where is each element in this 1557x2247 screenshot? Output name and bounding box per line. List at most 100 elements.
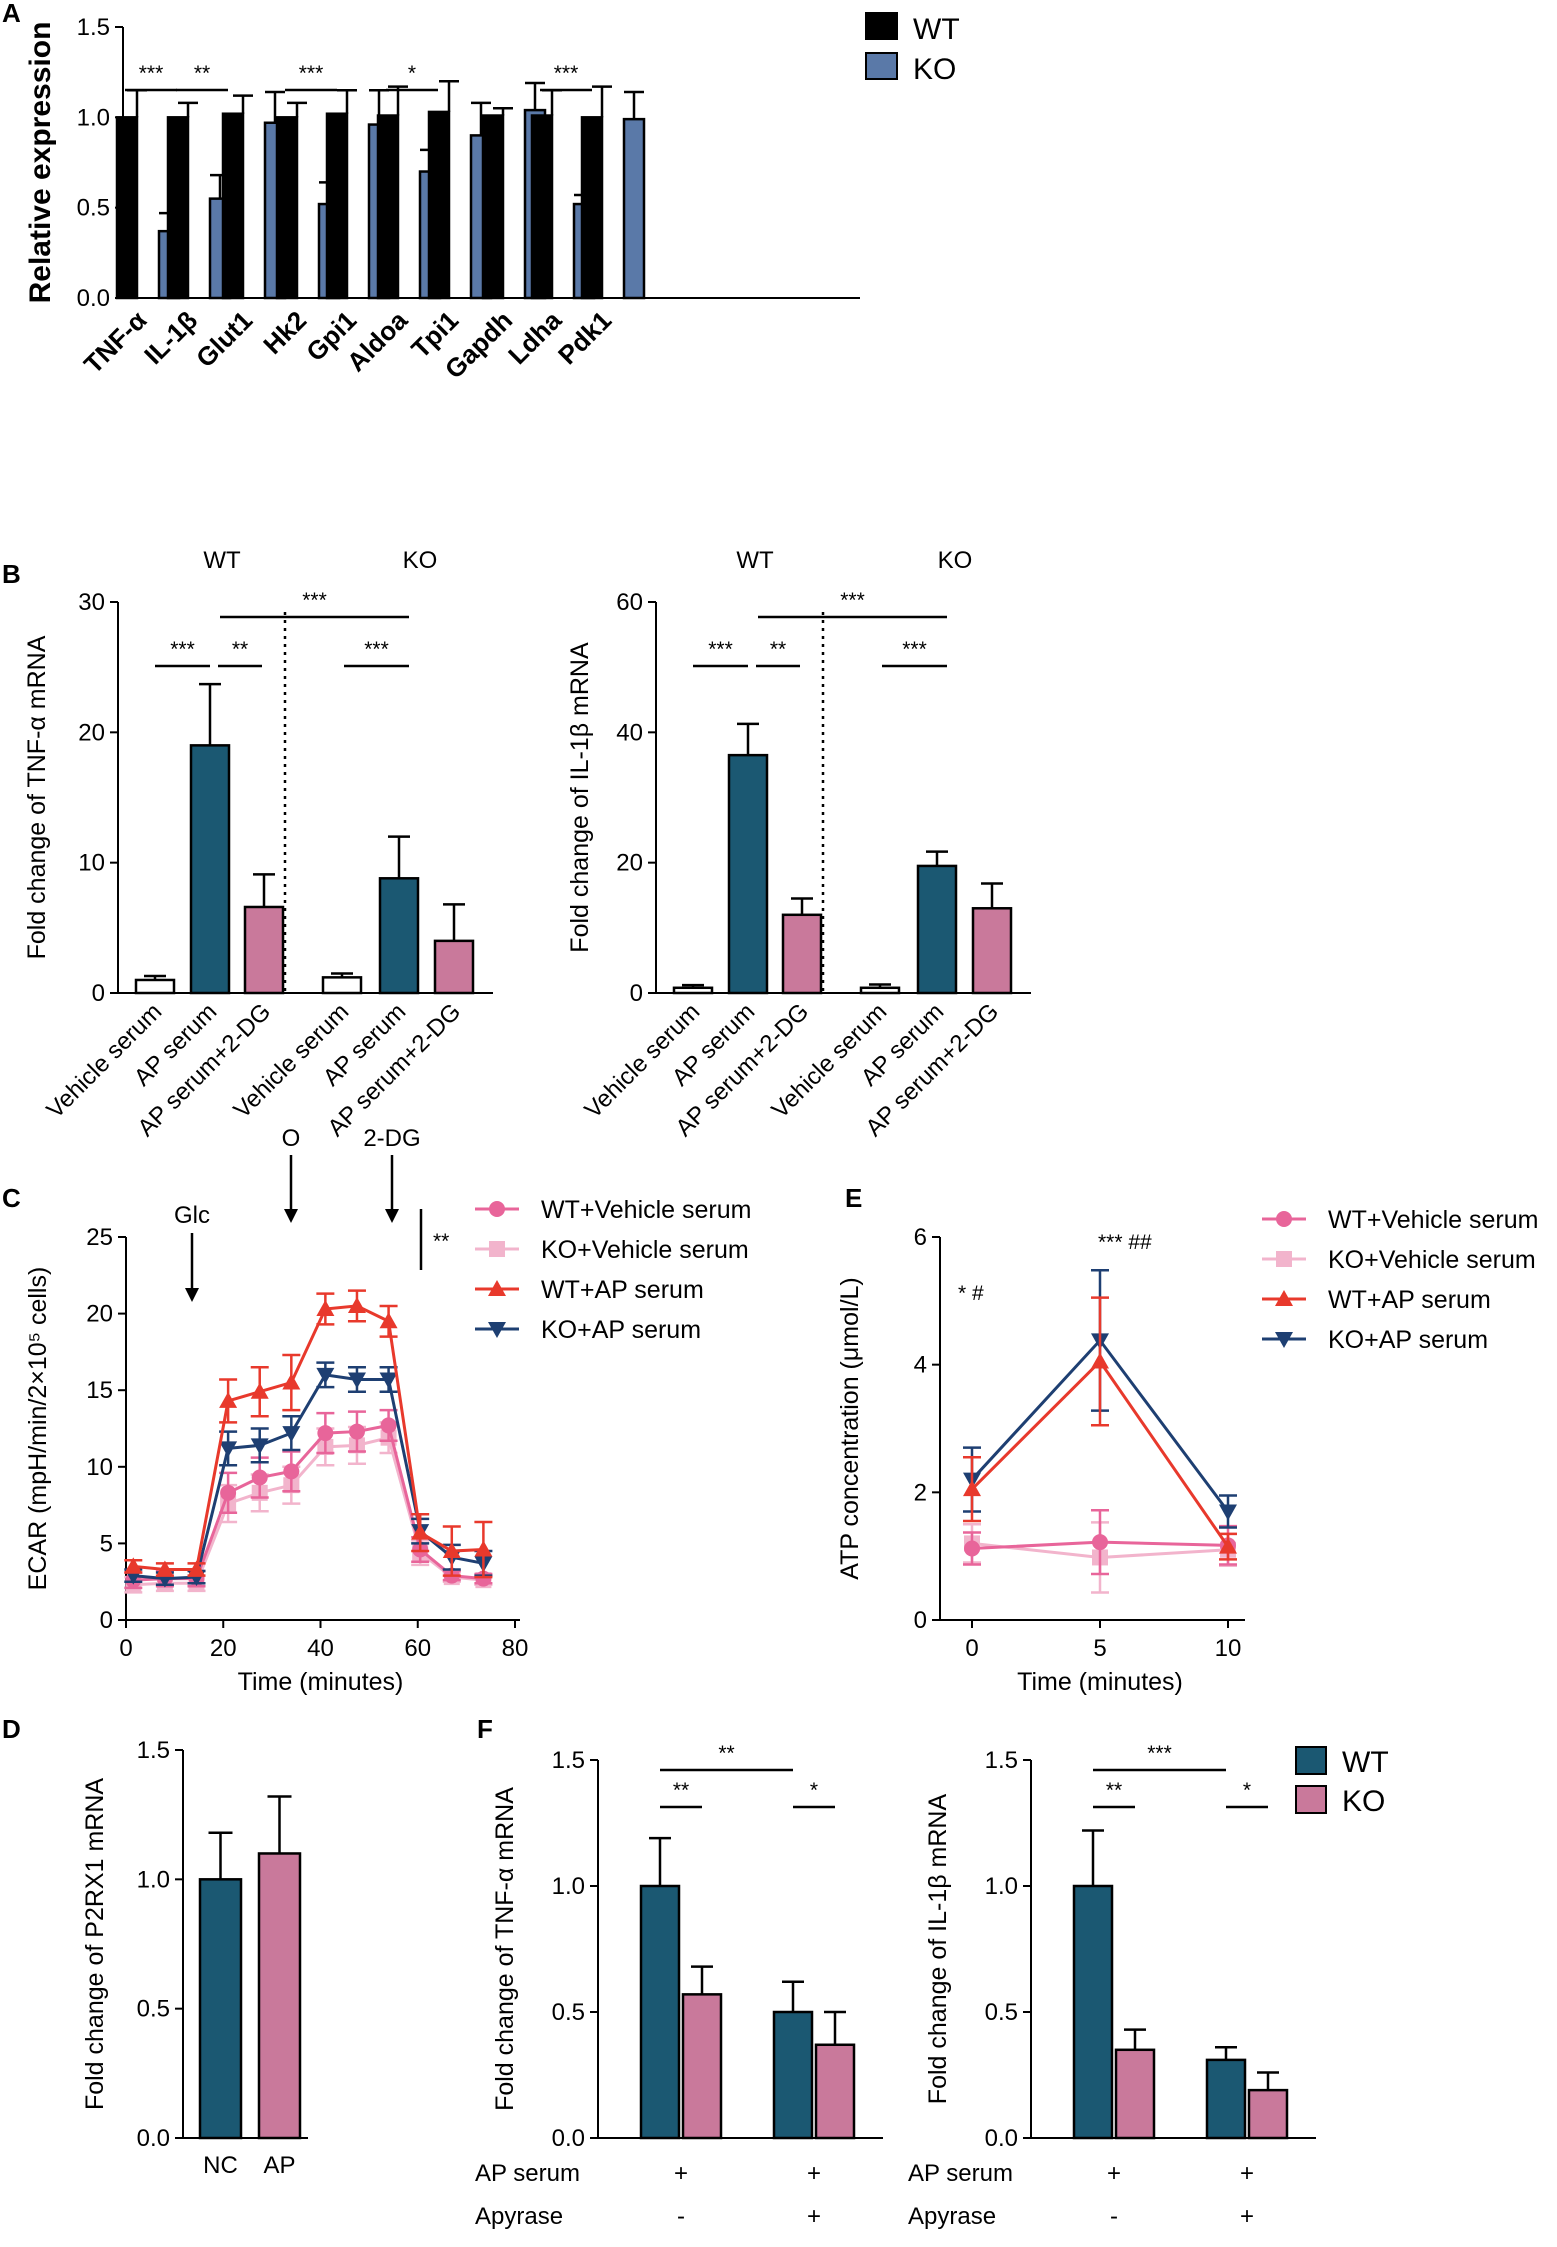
chart-b-right-y-tick-label: 20 [616, 850, 643, 877]
chart-c-point-2 [316, 1300, 335, 1317]
chart-c-point-2 [155, 1560, 174, 1577]
panel-letter-b: B [2, 559, 21, 589]
chart-b-right-1-bar [727, 753, 769, 995]
chart-d-y-tick-label: 1.0 [137, 1866, 170, 1893]
legend-e-label-1: KO+Vehicle serum [1328, 1246, 1536, 1274]
chart-a-y-tick-label: 0.5 [77, 195, 110, 222]
annotation-c-glc: Glc [174, 1202, 210, 1229]
chart-d-y-axis-title: Fold change of P2RX1 mRNA [81, 1778, 109, 2110]
chart-c-point-2 [124, 1557, 143, 1574]
legend-e-marker-1 [1276, 1251, 1292, 1267]
chart-c-point-2 [474, 1540, 493, 1557]
chart-a-y-axis-title: Relative expression [24, 22, 57, 304]
chart-c-point-3 [282, 1426, 301, 1443]
chart-c-series-line-0 [133, 1423, 484, 1582]
chart-c-point-3 [219, 1441, 238, 1458]
chart-b-left-5-bar [433, 939, 475, 995]
chart-e-point-2 [963, 1480, 981, 1497]
annotation-c-2dg: 2-DG [363, 1125, 420, 1152]
chart-f-right-sig-label: ** [1106, 1779, 1122, 1802]
chart-f-right-wt-bar [1072, 1884, 1114, 2140]
chart-b-left-y-tick-label: 10 [78, 850, 105, 877]
chart-b-right-y-axis-title: Fold change of IL-1β mRNA [566, 642, 594, 953]
chart-a-sig-label: *** [139, 62, 164, 85]
chart-b-left-y-axis-title: Fold change of TNF-α mRNA [23, 635, 51, 959]
chart-e-y-tick-label: 6 [914, 1224, 927, 1251]
chart-c-y-tick-label: 20 [86, 1301, 113, 1328]
chart-f-left-wt-bar [639, 1884, 681, 2140]
chart-f-left-sig-label: * [810, 1779, 818, 1802]
annotation-e-t5: *** ## [1098, 1231, 1152, 1254]
chart-e-point-2 [1219, 1537, 1237, 1554]
b-right-group-ko: KO [938, 547, 973, 574]
chart-c-point-0 [348, 1423, 365, 1440]
chart-a-x-label: TNF-α [78, 305, 152, 379]
chart-f-left-y-tick-label: 1.0 [552, 1873, 585, 1900]
chart-f-left-sig-label: ** [673, 1779, 689, 1802]
chart-e-point-0 [964, 1540, 980, 1557]
chart-f-left-y-tick-label: 0.5 [552, 1999, 585, 2026]
legend-e-marker-0 [1276, 1211, 1292, 1227]
chart-f-right-y-tick-label: 0.5 [985, 1999, 1018, 2026]
chart-f-right-ap-serum-sign: + [1240, 2160, 1254, 2187]
b-left-group-ko: KO [403, 547, 438, 574]
chart-b-left-sig-label: *** [364, 638, 389, 661]
chart-d-1-bar [257, 1852, 302, 2140]
chart-a-wt-bar [427, 110, 451, 300]
legend-a-ko-swatch [865, 52, 898, 80]
chart-e-x-tick-label: 5 [1093, 1635, 1106, 1662]
chart-b-left-4-bar [378, 877, 420, 995]
chart-f-right-ap-serum-sign: + [1107, 2160, 1121, 2187]
chart-b-right-3-bar [859, 986, 901, 995]
chart-c-x-tick-label: 0 [119, 1635, 132, 1662]
chart-e-y-axis-title: ATP concentration (μmol/L) [836, 1277, 864, 1580]
chart-f-left-sig-label: ** [718, 1742, 734, 1765]
chart-b-left-y-tick-label: 0 [92, 980, 105, 1007]
chart-d-x-label: AP [263, 2152, 295, 2179]
chart-a-wt-bar [325, 112, 349, 300]
c-arrow-head-1 [284, 1209, 298, 1223]
chart-a-y-tick-label: 1.5 [77, 14, 110, 41]
chart-b-left-sig-label: *** [302, 589, 327, 612]
chart-e-x-axis-title: Time (minutes) [1017, 1668, 1183, 1696]
legend-f-ko-label: KO [1342, 1785, 1385, 1818]
chart-c-point-3 [379, 1372, 398, 1389]
chart-f-left-y-tick-label: 0.0 [552, 2125, 585, 2152]
legend-e-marker-3 [1275, 1332, 1293, 1348]
chart-f-left-ko-bar [681, 1993, 723, 2140]
chart-a-wt-bar [166, 116, 190, 300]
chart-c-x-tick-label: 80 [502, 1635, 529, 1662]
chart-b-right-5-bar [971, 907, 1013, 995]
chart-a-y-tick-label: 0.0 [77, 285, 110, 312]
chart-b-right-sig-label: *** [840, 589, 865, 612]
legend-f-ko-swatch [1295, 1785, 1327, 1814]
chart-c-series-line-2 [133, 1304, 484, 1571]
chart-c-point-3 [250, 1438, 269, 1455]
legend-c-label-0: WT+Vehicle serum [541, 1196, 752, 1224]
chart-f-right-sig-label: * [1243, 1779, 1251, 1802]
chart-f-right-row-label-ap-serum: AP serum [908, 2160, 1013, 2187]
chart-c-y-tick-label: 25 [86, 1224, 113, 1251]
chart-b-right-y-tick-label: 60 [616, 589, 643, 616]
chart-c-series-line-3 [133, 1373, 484, 1581]
chart-f-right-y-tick-label: 0.0 [985, 2125, 1018, 2152]
chart-a-wt-bar [580, 116, 604, 300]
chart-f-right-y-axis-title: Fold change of IL-1β mRNA [924, 1794, 952, 2105]
legend-c-marker-0 [489, 1201, 505, 1217]
chart-a-y-tick-label: 1.0 [77, 104, 110, 131]
chart-d: 0.0 0.5 1.0 1.5 Fold change of P2RX1 mRNA NC A… [81, 1737, 308, 2179]
chart-c-point-2 [379, 1312, 398, 1329]
chart-b-right-y-tick-label: 40 [616, 719, 643, 746]
chart-f-left-ko-bar [814, 2043, 856, 2140]
chart-c-point-2 [187, 1560, 206, 1577]
legend-e: WT+Vehicle serum KO+Vehicle serum WT+AP … [1262, 1206, 1539, 1354]
panel-letter-e: E [845, 1183, 862, 1213]
chart-b-right-sig-label: ** [770, 638, 786, 661]
chart-c-x-axis-title: Time (minutes) [238, 1668, 404, 1696]
panel-letter-c: C [2, 1183, 21, 1213]
legend-c-marker-2 [488, 1280, 506, 1296]
chart-d-x-label: NC [203, 2152, 238, 2179]
chart-a-wt-bar [115, 116, 139, 300]
chart-c-x-tick-label: 60 [404, 1635, 431, 1662]
